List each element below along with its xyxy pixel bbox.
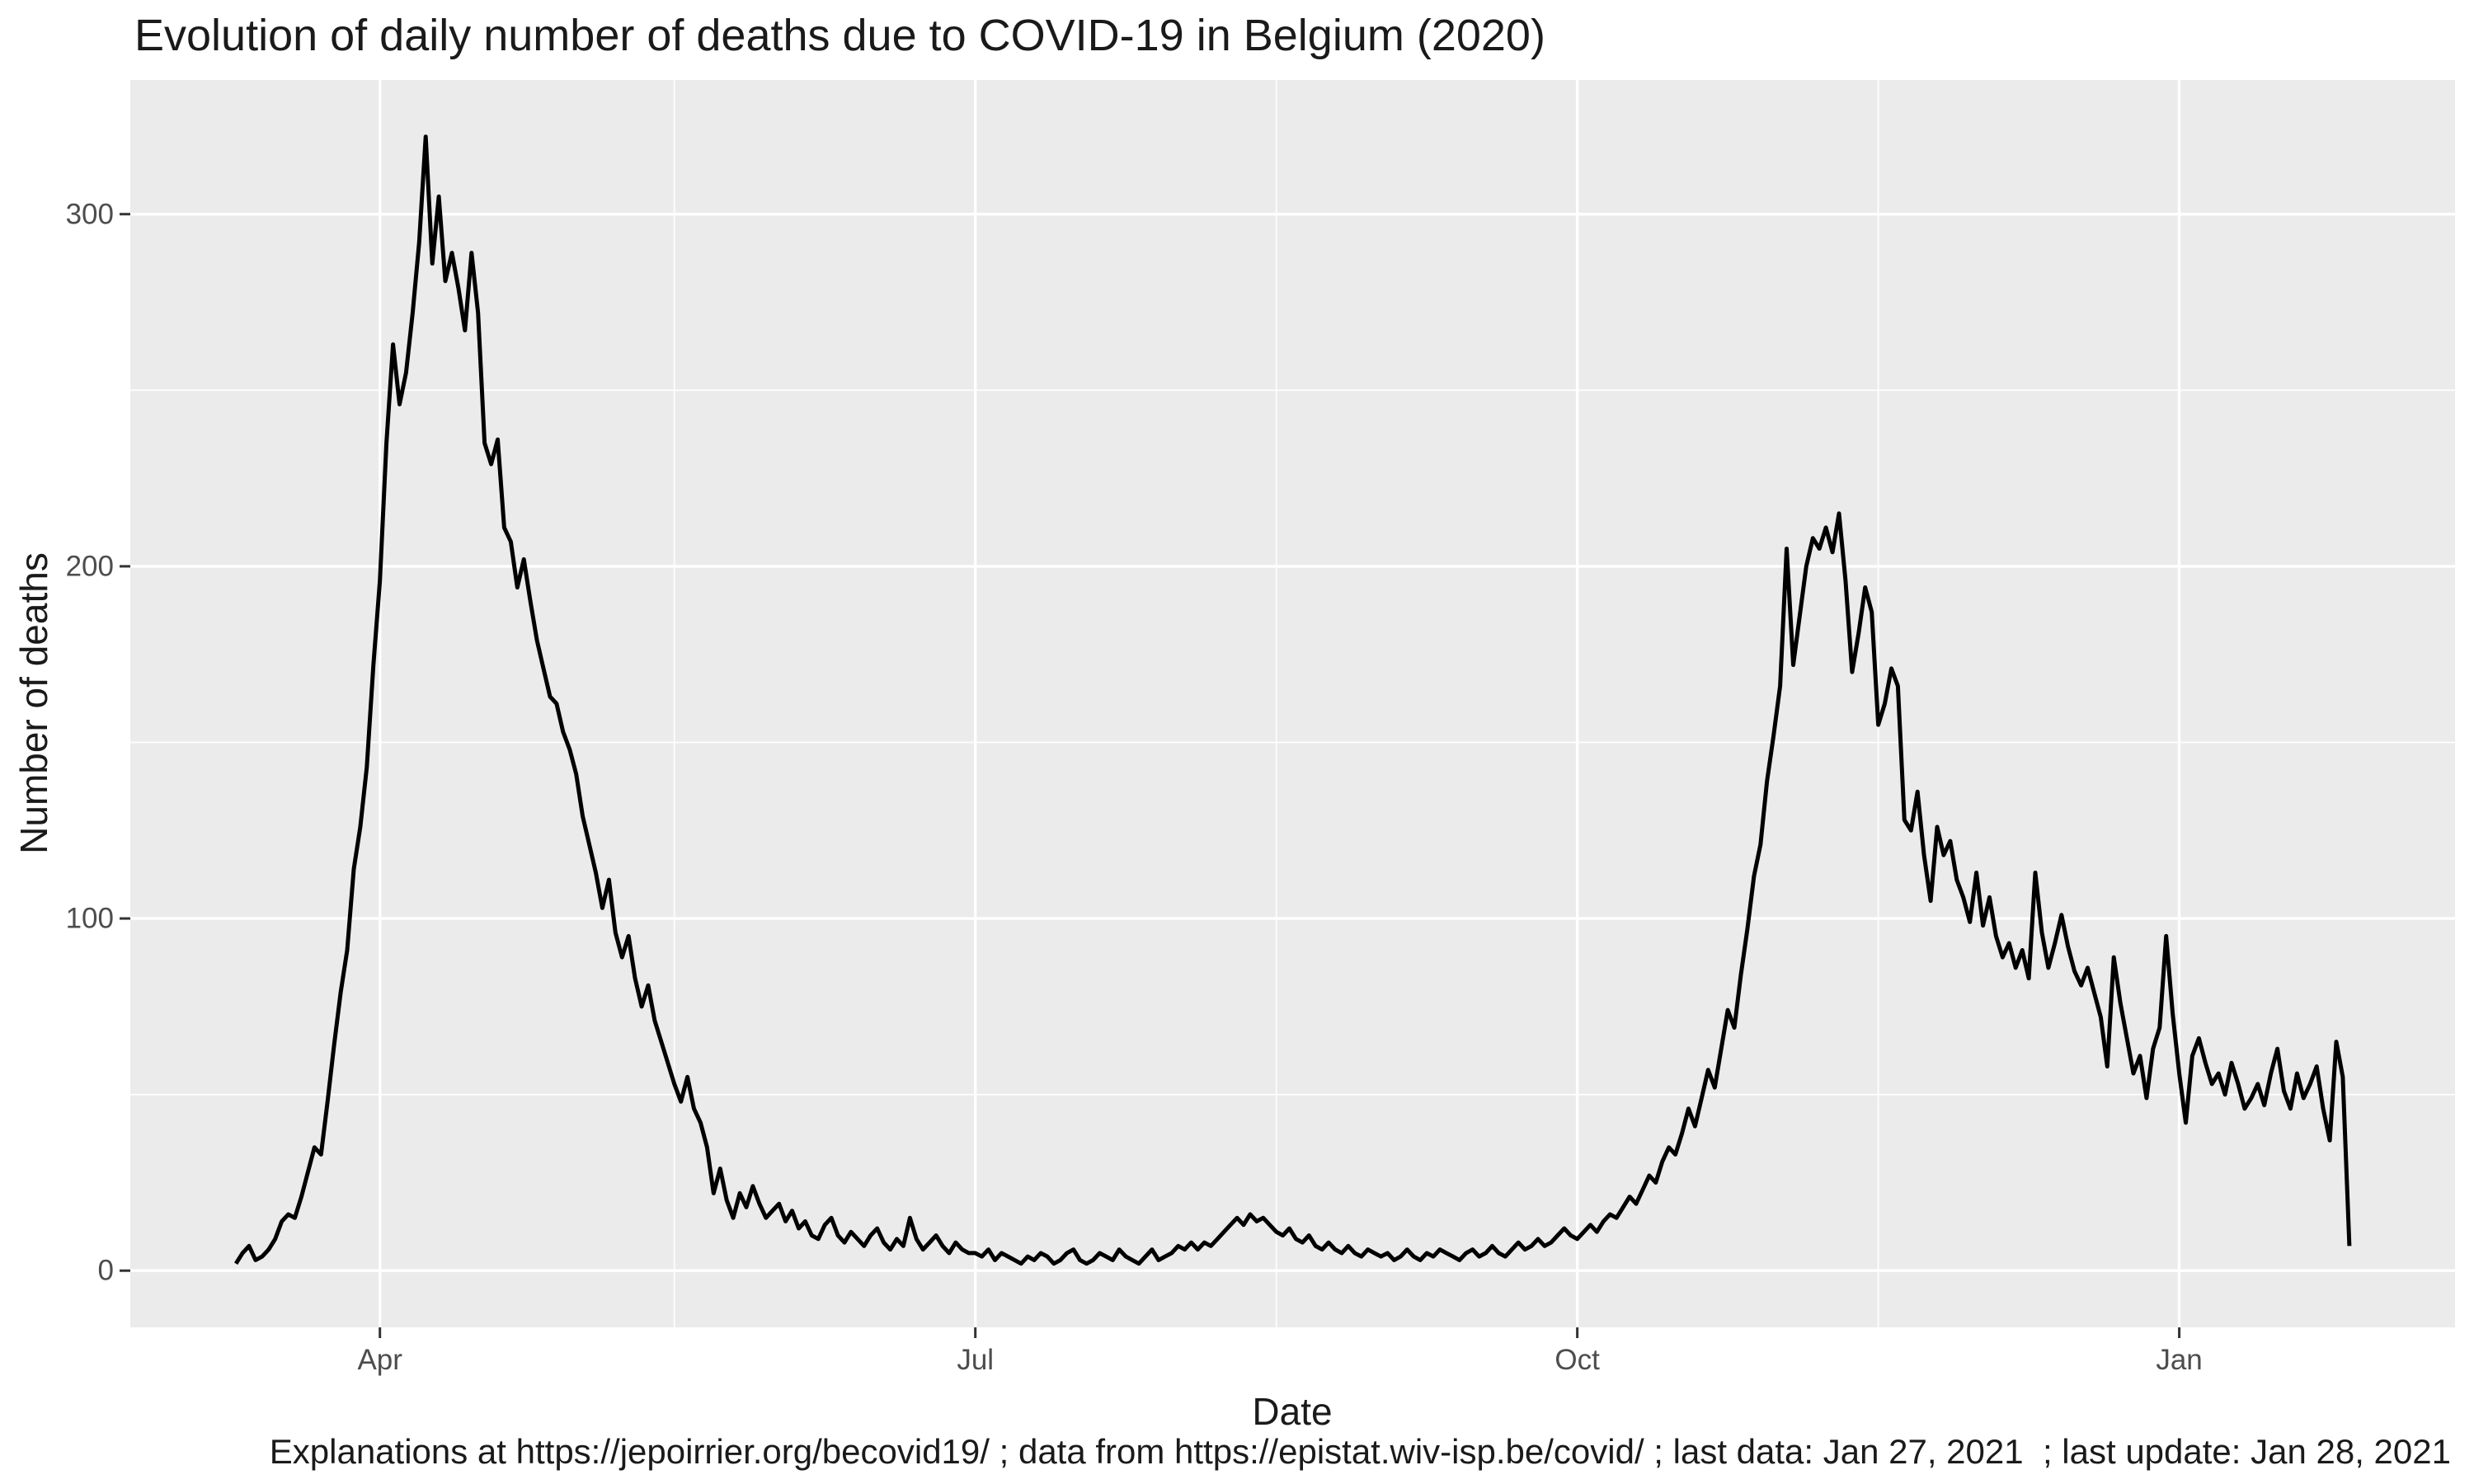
y-tick-label-100: 100 bbox=[65, 902, 114, 935]
x-tick-label-Apr: Apr bbox=[357, 1344, 402, 1376]
y-tick-label-0: 0 bbox=[97, 1254, 114, 1287]
x-tick-label-Jan: Jan bbox=[2156, 1344, 2203, 1376]
x-tick-label-Jul: Jul bbox=[957, 1344, 995, 1376]
y-tick-label-300: 300 bbox=[65, 198, 114, 231]
chart-caption: Explanations at https://jepoirrier.org/b… bbox=[269, 1432, 2451, 1471]
chart-title: Evolution of daily number of deaths due … bbox=[134, 11, 1545, 60]
x-tick-label-Oct: Oct bbox=[1554, 1344, 1600, 1376]
panel-background bbox=[130, 80, 2455, 1327]
covid-deaths-line bbox=[233, 134, 2352, 1266]
x-axis-title: Date bbox=[1252, 1390, 1333, 1433]
y-axis-title: Number of deaths bbox=[12, 552, 55, 854]
y-tick-label-200: 200 bbox=[65, 550, 114, 583]
